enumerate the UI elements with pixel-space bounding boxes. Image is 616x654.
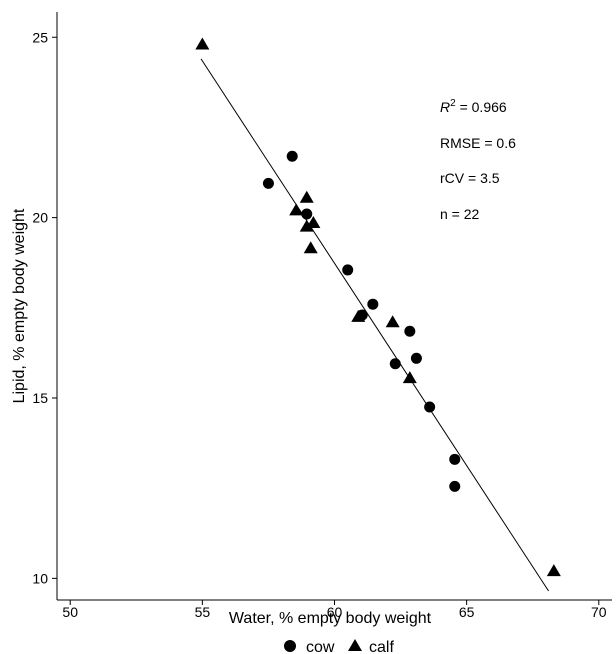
calf-point: [385, 315, 400, 328]
cow-point: [449, 453, 461, 465]
legend-cow-marker: [284, 640, 296, 652]
x-axis-title: Water, % empty body weight: [229, 610, 432, 627]
y-tick-label: 15: [32, 390, 48, 406]
cow-point: [424, 401, 436, 413]
legend: cow calf: [284, 639, 394, 654]
x-tick-label: 50: [62, 604, 78, 620]
regression-line: [200, 58, 549, 592]
cow-point: [389, 358, 401, 370]
cow-point: [410, 352, 422, 364]
calf-point: [546, 564, 561, 577]
legend-calf-label: calf: [369, 639, 394, 654]
stats-annotation: R2 = 0.966 RMSE = 0.6 rCV = 3.5 n = 22: [440, 98, 516, 222]
rcv-label: rCV = 3.5: [440, 170, 500, 186]
cow-point: [286, 150, 298, 162]
x-tick-label: 65: [459, 604, 475, 620]
x-axis-ticks: 50 55 60 65 70: [62, 600, 607, 620]
y-axis-title: Lipid, % empty body weight: [11, 208, 28, 403]
legend-calf-marker: [348, 639, 362, 651]
calf-point: [402, 371, 417, 384]
calf-point: [351, 309, 366, 322]
data-points: [195, 37, 561, 577]
y-axis-ticks: 10 15 20 25: [32, 29, 57, 586]
cow-point: [367, 298, 379, 310]
r-squared-symbol: R: [440, 99, 450, 115]
cow-point: [404, 325, 416, 337]
r-squared-value: = 0.966: [456, 99, 507, 115]
calf-point: [303, 241, 318, 254]
r-squared-superscript: 2: [450, 98, 456, 109]
r-squared-label: R2 = 0.966: [440, 98, 507, 115]
x-tick-label: 60: [327, 604, 343, 620]
rmse-label: RMSE = 0.6: [440, 135, 516, 151]
n-label: n = 22: [440, 206, 480, 222]
calf-point: [289, 203, 304, 216]
cow-point: [449, 480, 461, 492]
calf-point: [299, 219, 314, 232]
cow-point: [301, 208, 313, 220]
x-tick-label: 55: [195, 604, 211, 620]
legend-cow-label: cow: [306, 639, 335, 654]
calf-point: [299, 190, 314, 203]
plot-frame: [56, 12, 612, 601]
y-tick-label: 20: [32, 210, 48, 226]
cow-point: [342, 264, 354, 276]
x-tick-label: 70: [591, 604, 607, 620]
y-tick-label: 10: [32, 570, 48, 586]
calf-point: [195, 37, 210, 50]
cow-point: [262, 177, 274, 189]
calf-point: [306, 216, 321, 229]
y-tick-label: 25: [32, 29, 48, 45]
